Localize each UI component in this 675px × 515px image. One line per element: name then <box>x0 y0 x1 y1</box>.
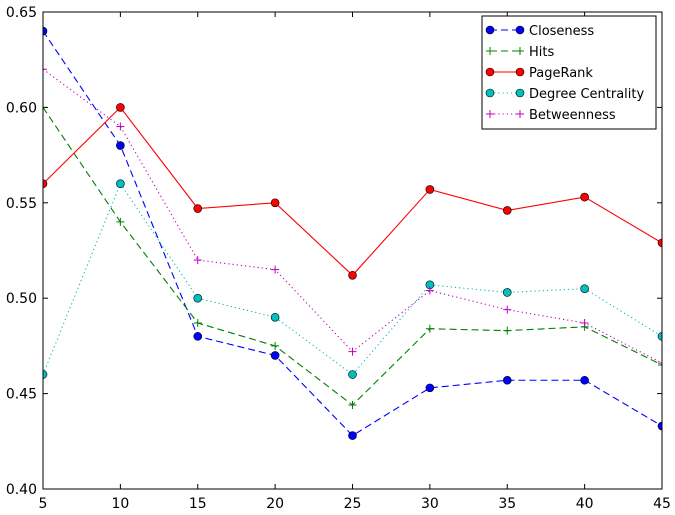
x-tick-label: 45 <box>653 496 671 512</box>
y-tick-label: 0.50 <box>6 291 37 307</box>
data-point-pagerank <box>425 185 435 194</box>
x-tick-label: 10 <box>111 496 129 512</box>
legend: Closeness Hits PageRank Degree Centrality Be… <box>481 15 657 130</box>
legend-label-closeness: Closeness <box>529 24 594 39</box>
legend-label-hits: Hits <box>529 45 554 60</box>
data-point-degree-centrality <box>116 179 125 189</box>
data-point-closeness <box>116 141 125 150</box>
legend-item-betweenness: Betweenness <box>486 108 616 123</box>
y-tick-label: 0.45 <box>6 387 37 403</box>
x-tick-label: 40 <box>576 496 594 512</box>
data-point-degree-centrality <box>580 284 589 293</box>
series-layer <box>43 26 662 440</box>
legend-label-degree-centrality: Degree Centrality <box>529 87 644 102</box>
series-line-pagerank <box>43 106 662 277</box>
data-point-hits <box>503 326 512 335</box>
legend-marker-hits <box>516 47 524 55</box>
data-point-hits <box>271 341 280 350</box>
legend-marker-betweenness <box>516 110 524 118</box>
data-point-betweenness <box>348 347 357 356</box>
data-point-degree-centrality <box>657 332 662 341</box>
data-point-betweenness <box>503 305 512 314</box>
legend-marker-closeness <box>485 25 495 35</box>
data-point-pagerank <box>193 204 203 213</box>
y-tick-label: 0.55 <box>6 196 37 212</box>
data-point-betweenness <box>658 359 662 368</box>
data-point-closeness <box>193 332 203 341</box>
legend-item-hits: Hits <box>486 45 554 60</box>
series-betweenness <box>43 65 662 368</box>
legend-label-pagerank: PageRank <box>529 66 593 81</box>
data-point-closeness <box>502 375 512 385</box>
data-point-pagerank <box>580 192 589 202</box>
data-point-degree-centrality <box>270 312 280 322</box>
legend-label-betweenness: Betweenness <box>529 108 616 123</box>
data-point-degree-centrality <box>43 370 48 379</box>
x-tick-label: 30 <box>421 496 439 512</box>
data-point-pagerank <box>43 179 48 189</box>
data-point-betweenness <box>43 65 47 74</box>
series-degree-centrality <box>43 179 662 379</box>
series-pagerank <box>43 103 662 280</box>
legend-marker-degree-centrality <box>515 88 525 98</box>
data-point-hits <box>658 360 662 369</box>
legend-marker-pagerank <box>485 67 495 77</box>
data-point-closeness <box>657 421 662 431</box>
data-point-hits <box>193 319 202 328</box>
data-point-pagerank <box>116 103 125 112</box>
x-tick-label: 20 <box>266 496 284 512</box>
x-tick-label: 15 <box>189 496 207 512</box>
data-point-hits <box>425 324 434 333</box>
legend-item-degree-centrality: Degree Centrality <box>485 87 644 102</box>
y-tick-label: 0.60 <box>6 100 37 116</box>
data-point-betweenness <box>193 256 202 265</box>
axes-layer: 5 10 15 20 25 30 35 40 45 0.40 0.45 0.50 0.55 0.60 0.6… <box>6 5 671 512</box>
data-point-pagerank <box>657 238 662 248</box>
series-line-hits <box>43 107 662 406</box>
data-point-closeness <box>348 431 357 440</box>
data-point-degree-centrality <box>348 370 357 379</box>
data-point-hits <box>116 217 125 226</box>
legend-marker-hits <box>486 47 494 55</box>
series-closeness <box>43 26 662 440</box>
data-point-closeness <box>425 383 435 393</box>
data-point-degree-centrality <box>502 288 512 297</box>
legend-marker-pagerank <box>515 67 525 77</box>
legend-item-closeness: Closeness <box>485 24 594 39</box>
legend-marker-closeness <box>515 25 525 35</box>
data-point-closeness <box>270 351 280 360</box>
data-point-closeness <box>580 375 589 385</box>
data-point-pagerank <box>502 206 512 215</box>
x-tick-label: 35 <box>498 496 516 512</box>
data-point-pagerank <box>348 271 357 280</box>
data-point-pagerank <box>270 198 280 208</box>
data-point-betweenness <box>425 286 434 295</box>
data-point-degree-centrality <box>193 293 203 303</box>
y-tick-label: 0.40 <box>6 482 37 498</box>
y-tick-label: 0.65 <box>6 5 37 21</box>
data-point-hits <box>348 401 357 410</box>
data-point-betweenness <box>580 319 589 328</box>
data-point-betweenness <box>116 122 125 131</box>
legend-marker-betweenness <box>486 110 494 118</box>
x-tick-label: 25 <box>344 496 362 512</box>
x-tick-label: 5 <box>39 496 48 512</box>
legend-item-pagerank: PageRank <box>485 66 593 81</box>
series-hits <box>43 103 662 410</box>
data-point-betweenness <box>271 265 280 274</box>
data-point-closeness <box>43 26 48 36</box>
legend-marker-degree-centrality <box>485 88 495 98</box>
